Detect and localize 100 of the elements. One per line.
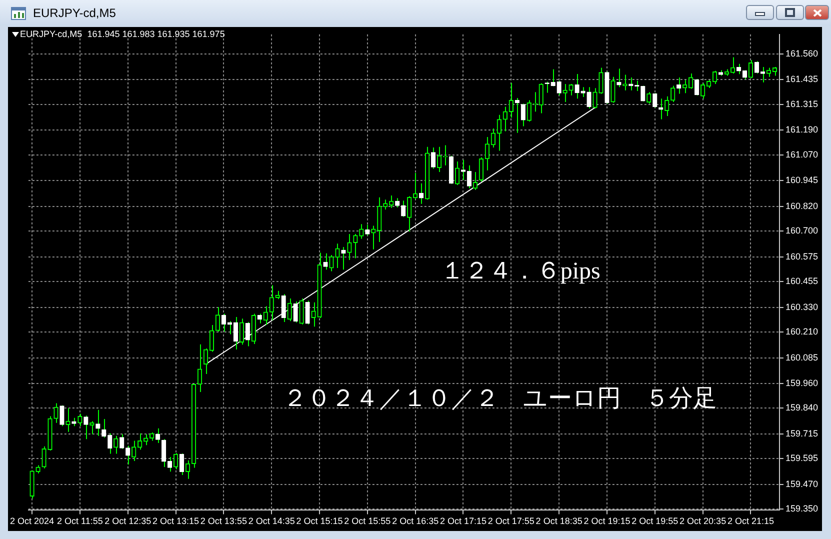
candlestick [66,408,70,432]
x-tick-label: 2 Oct 13:15 [152,516,200,526]
candlestick [90,420,94,435]
y-tick-label: 160.820 [785,200,818,211]
candlestick [215,306,220,332]
x-tick-label: 2 Oct 19:55 [632,516,678,526]
candlestick [84,415,88,440]
candlestick [54,402,58,424]
candlestick [120,434,124,450]
candlestick [664,96,670,116]
x-tick-label: 2 Oct 16:35 [392,516,439,526]
candlestick [293,301,298,324]
candlestick [550,68,556,87]
candlestick [239,318,244,346]
candlestick [395,198,400,208]
x-tick-label: 2 Oct 12:35 [104,516,152,526]
x-tick-label: 2 Oct 13:55 [200,516,247,526]
chart-subtitle: EURJPY-cd,M5 161.945 161.983 161.935 161.975 [20,28,225,39]
candlestick [371,225,376,250]
candlestick [365,224,370,236]
candlestick [377,196,382,243]
candlestick [335,243,340,268]
x-tick-label: 2 Oct 15:15 [296,516,343,526]
y-tick-label: 161.190 [785,124,818,135]
candlestick [42,446,46,469]
candlestick [652,92,658,108]
y-tick-label: 159.470 [785,478,818,489]
y-tick-label: 160.700 [785,226,818,236]
candlestick [748,59,754,79]
candlestick [305,300,310,325]
candlestick [299,298,304,325]
x-tick-label: 2 Oct 19:15 [584,516,630,526]
candlestick [96,409,100,436]
y-tick-label: 159.960 [785,378,818,388]
candlestick [568,84,574,96]
x-tick-label: 2 Oct 21:15 [727,516,774,526]
candlestick [329,254,334,272]
y-tick-label: 161.070 [785,149,818,160]
candlestick [359,224,364,240]
y-tick-label: 160.945 [785,175,818,186]
candlestick [610,76,616,104]
candlestick [353,233,358,259]
candlestick [173,452,178,470]
y-tick-label: 160.330 [785,302,818,312]
candlestick [646,92,652,104]
y-tick-label: 159.840 [785,402,818,413]
x-tick-label: 2 Oct 17:15 [440,516,487,526]
x-tick-label: 2 Oct 20:35 [680,516,726,526]
y-tick-label: 159.715 [785,428,818,438]
candlestick [640,85,646,102]
chart-title: EURJPY-cd,M5 [33,6,116,20]
candlestick [126,445,130,465]
candlestick [60,404,64,427]
candlestick [341,246,346,270]
candlestick [287,298,292,322]
candlestick [132,440,136,462]
x-tick-label: 2 Oct 18:35 [536,516,582,526]
candlestick [311,302,316,328]
x-tick-label: 2 Oct 17:55 [488,516,534,526]
candlestick [78,413,82,427]
candlestick [670,85,676,102]
candlestick [586,86,592,109]
y-tick-label: 161.560 [785,48,818,58]
candlestick [407,196,412,232]
y-tick-label: 160.085 [785,352,818,362]
candlestick [281,294,286,322]
y-tick-label: 160.210 [785,326,818,337]
candlestick [257,313,262,324]
y-tick-label: 159.595 [785,453,818,464]
candlestick [108,432,112,454]
candlestick [114,435,118,454]
candlestick [520,103,526,127]
candlestick [616,68,622,88]
y-tick-label: 160.575 [785,251,818,262]
candlestick [323,252,328,270]
x-tick-label: 2 Oct 15:55 [344,516,391,526]
candlestick [574,73,580,100]
candlestick [245,321,250,347]
candlestick [676,76,682,94]
candlestick [658,98,664,120]
candlestick [538,82,544,114]
x-tick-label: 2 Oct 2024 [10,516,54,526]
candlestick [389,194,394,208]
candlestick [526,100,532,122]
y-tick-label: 159.350 [785,504,818,514]
x-tick-label: 2 Oct 14:35 [248,516,295,526]
candlestick [401,200,406,218]
candlestick [263,306,268,326]
candlestick [472,171,478,190]
candlestick [30,470,34,499]
candlestick [580,86,586,98]
candlestick [556,80,562,96]
y-tick-label: 161.435 [785,74,818,84]
candlestick [383,199,388,210]
annotation: １２４．６pips [440,258,600,285]
candlestick [347,233,352,260]
candlestick [269,284,274,321]
y-tick-label: 161.315 [785,98,818,109]
annotation: ２０２４／１０／２ ユーロ円 ５分足 [283,386,718,412]
candlestick [454,160,460,186]
